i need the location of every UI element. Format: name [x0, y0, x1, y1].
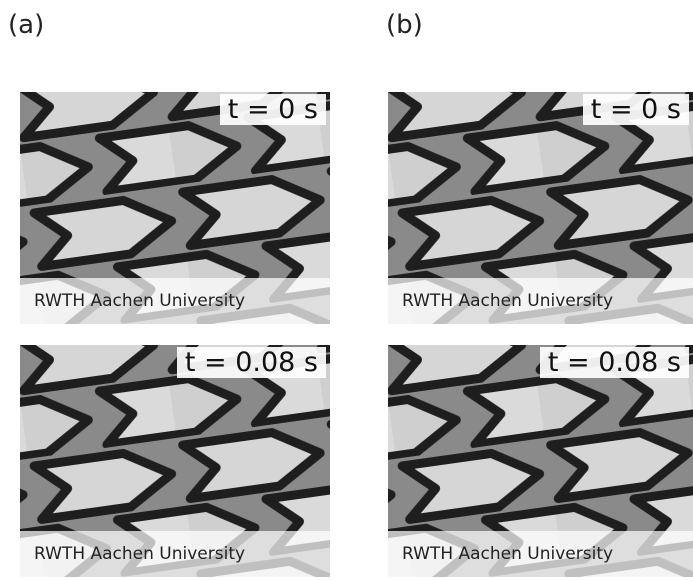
time-label: t = 0 s — [583, 94, 689, 125]
time-label: t = 0 s — [220, 94, 326, 125]
time-label: t = 0.08 s — [177, 347, 326, 378]
caption: RWTH Aachen University — [388, 531, 693, 577]
time-label: t = 0.08 s — [540, 347, 689, 378]
image-frame: t = 0 s RWTH Aachen University — [388, 92, 693, 324]
image-frame: t = 0 s RWTH Aachen University — [20, 92, 330, 324]
image-frame: t = 0.08 s RWTH Aachen University — [20, 345, 330, 577]
panel-label: (a) — [8, 10, 44, 40]
caption: RWTH Aachen University — [20, 278, 330, 324]
caption: RWTH Aachen University — [20, 531, 330, 577]
figure: (a) (b) t = 0 s RWTH Aachen University t… — [0, 0, 693, 581]
caption: RWTH Aachen University — [388, 278, 693, 324]
image-frame: t = 0.08 s RWTH Aachen University — [388, 345, 693, 577]
panel-label: (b) — [386, 10, 423, 40]
